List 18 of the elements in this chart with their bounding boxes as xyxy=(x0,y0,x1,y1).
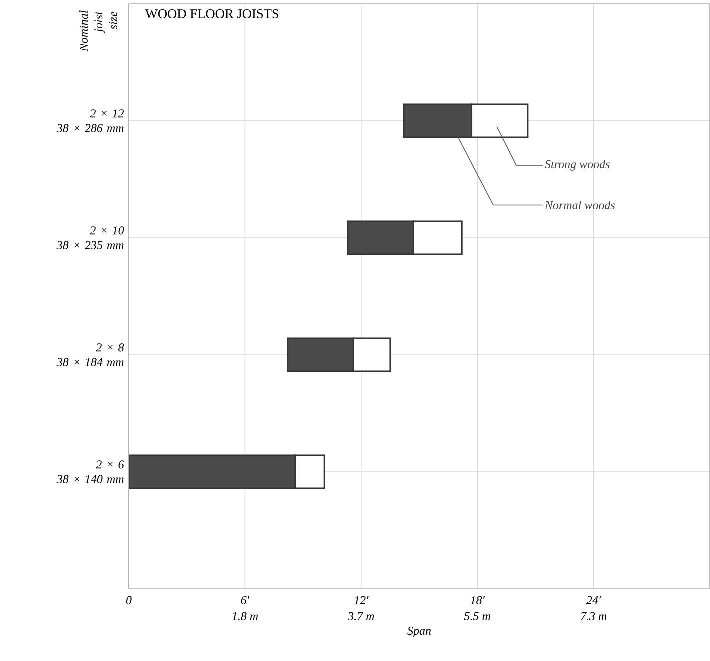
y-tick-label: 2 × 8 38 × 184 mm xyxy=(56,344,124,366)
x2-tick-label: 3.7 m xyxy=(348,612,374,620)
text: Strong woods xyxy=(545,160,610,171)
y-tick-label: 2 × 10 38 × 235 mm xyxy=(56,226,124,250)
chart-title: WOOD FLOOR JOISTS xyxy=(145,10,279,19)
x-tick-label: 24′ xyxy=(586,596,602,604)
x2-tick-label: 5.5 m xyxy=(464,612,490,620)
x-tick-label: 12′ xyxy=(354,596,369,604)
y-axis-title: Nominal joist size xyxy=(80,10,118,52)
x-axis-title: Span xyxy=(408,626,431,638)
text: Normal woods xyxy=(544,201,615,210)
x2-tick-label: 7.3 m xyxy=(581,612,607,620)
x-tick-label: 6′ xyxy=(241,596,250,604)
x-tick-label: 0 xyxy=(126,596,132,604)
x2-tick-label: 1.8 m xyxy=(232,612,258,621)
x-tick-label: 18′ xyxy=(470,596,486,604)
y-tick-label: 2 × 12 38 × 286 mm xyxy=(56,110,124,132)
y-tick-label: 2 × 6 38 × 140 mm xyxy=(56,460,124,484)
